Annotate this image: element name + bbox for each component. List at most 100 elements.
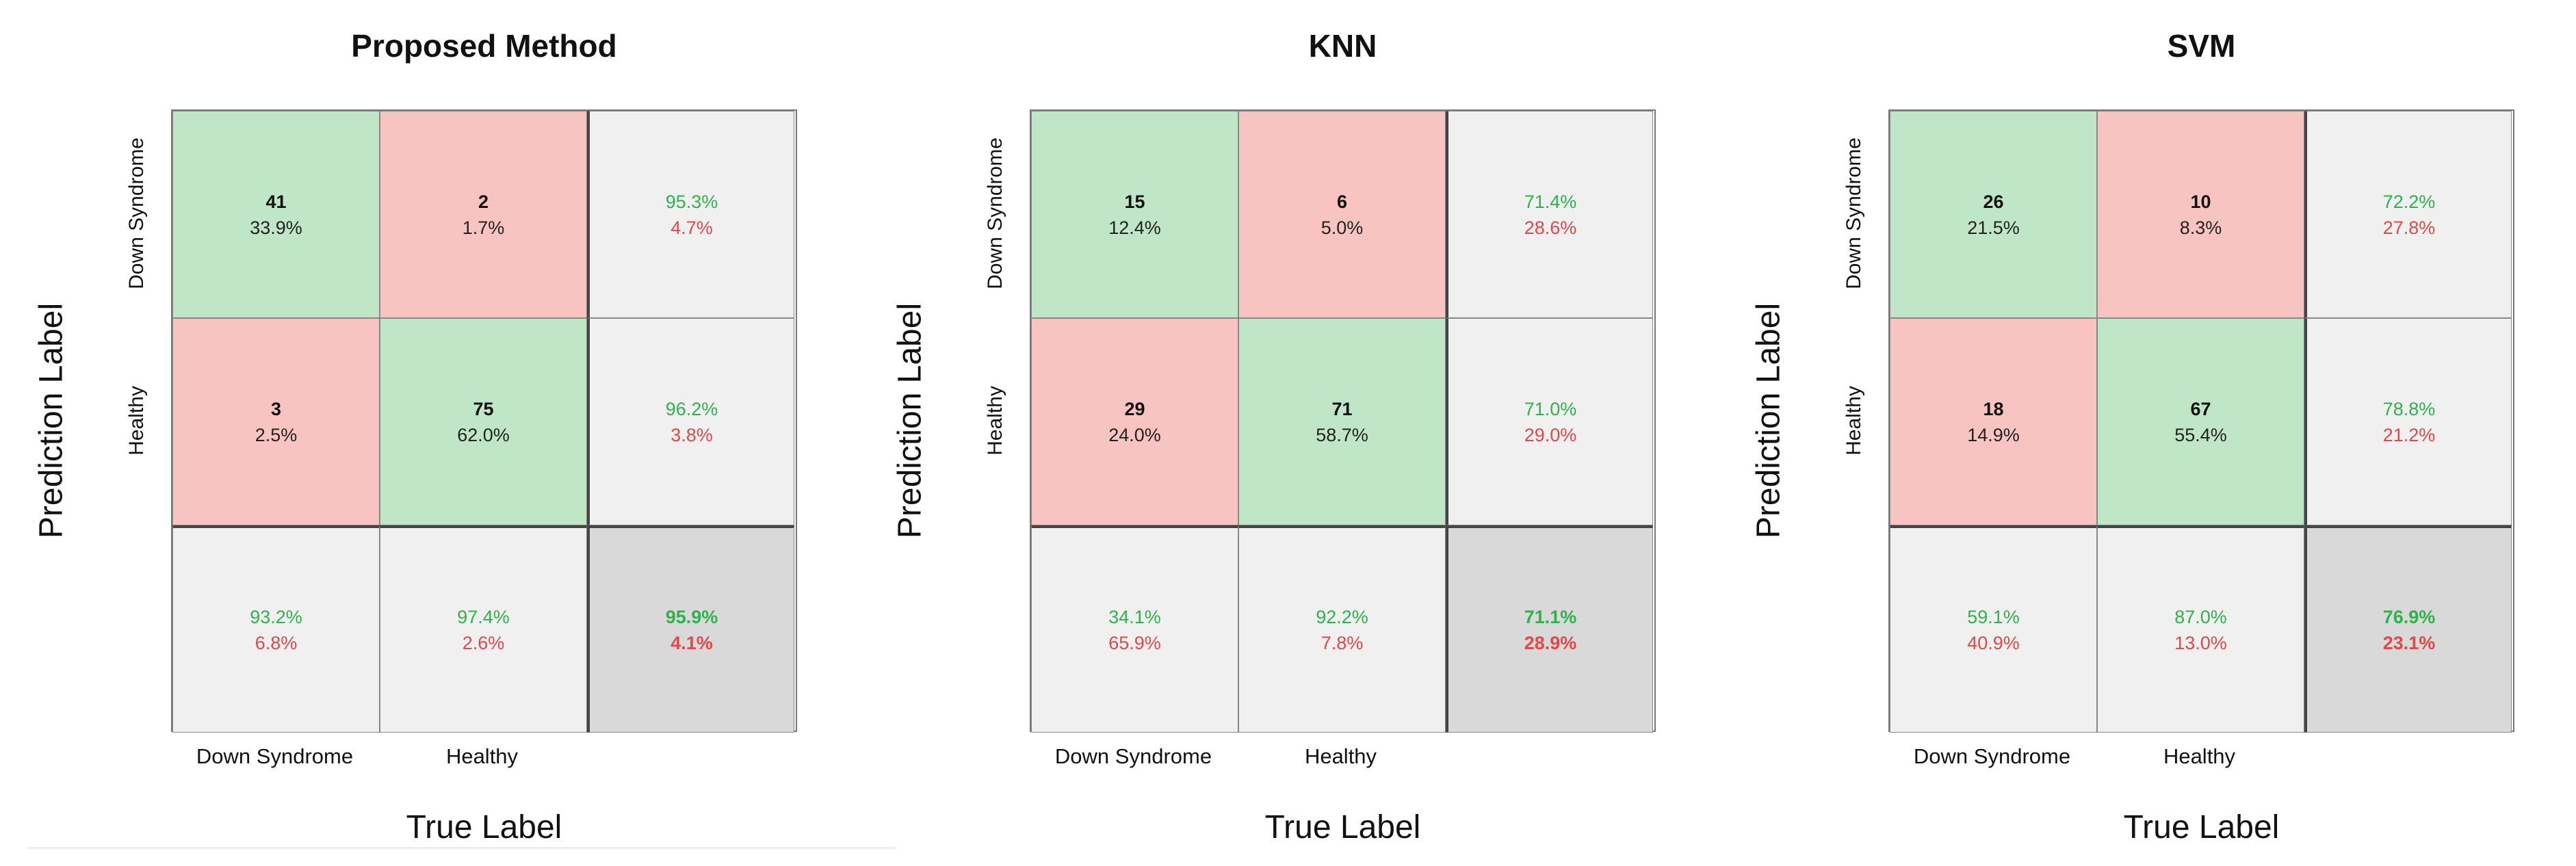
row-summary-cell: 71.4% 28.6% [1446, 111, 1653, 318]
cell-percent: 8.3% [2179, 217, 2222, 238]
column-tick-label: Healthy [1304, 744, 1377, 768]
row-tick-label-wrapper: Healthy [1830, 317, 1878, 524]
precision-incorrect: 3.8% [671, 424, 713, 445]
recall-correct: 34.1% [1108, 607, 1161, 627]
matrix-cell: 41 33.9% [172, 111, 380, 318]
recall-incorrect: 65.9% [1108, 633, 1161, 653]
precision-incorrect: 29.0% [1524, 424, 1577, 445]
recall-incorrect: 2.6% [462, 633, 505, 653]
matrix-cell: 71 58.7% [1238, 318, 1446, 525]
row-tick-label-wrapper: Down Syndrome [113, 109, 161, 317]
column-summary-cell: 92.2% 7.8% [1238, 525, 1446, 733]
y-axis-label: Prediction Label [1750, 302, 1787, 539]
column-summary-cell: 34.1% 65.9% [1031, 525, 1238, 733]
row-tick-label: Healthy [125, 385, 148, 456]
overall-correct: 71.1% [1524, 607, 1577, 627]
row-tick-label-wrapper: Down Syndrome [1830, 109, 1878, 317]
precision-correct: 78.8% [2382, 398, 2436, 419]
recall-correct: 93.2% [250, 607, 302, 627]
column-summary-cell: 93.2% 6.8% [172, 525, 380, 733]
row-tick-label: Down Syndrome [1843, 137, 1865, 289]
cell-count: 26 [1983, 191, 2004, 212]
column-tick-label: Healthy [445, 744, 519, 768]
column-summary-cell: 87.0% 13.0% [2097, 525, 2304, 733]
y-axis-label: Prediction Label [33, 302, 70, 539]
divider-line [27, 847, 896, 849]
precision-incorrect: 21.2% [2382, 424, 2436, 445]
overall-incorrect: 4.1% [671, 633, 713, 653]
precision-incorrect: 4.7% [671, 217, 713, 238]
matrix-cell: 2 1.7% [380, 111, 587, 318]
cell-count: 29 [1124, 398, 1145, 419]
row-summary-cell: 78.8% 21.2% [2304, 318, 2512, 525]
row-tick-label: Healthy [1843, 385, 1865, 456]
precision-correct: 71.0% [1524, 398, 1577, 419]
row-tick-label-wrapper: Down Syndrome [972, 109, 1019, 317]
recall-correct: 97.4% [457, 607, 510, 627]
column-tick-label: Healthy [2163, 744, 2236, 768]
cell-percent: 58.7% [1316, 424, 1368, 445]
y-axis-label-wrapper: Prediction Label [1745, 109, 1793, 732]
matrix-cell: 10 8.3% [2097, 111, 2304, 318]
precision-correct: 95.3% [665, 191, 718, 212]
column-summary-cell: 59.1% 40.9% [1890, 525, 2097, 733]
precision-incorrect: 28.6% [1524, 217, 1577, 238]
confusion-matrix-panel: SVM Prediction Label True Label Down Syndro… [1717, 0, 2576, 866]
row-tick-label-wrapper: Healthy [972, 317, 1019, 524]
row-summary-cell: 71.0% 29.0% [1446, 318, 1653, 525]
cell-count: 71 [1331, 398, 1353, 419]
overall-incorrect: 28.9% [1524, 633, 1577, 653]
column-tick-label: Down Syndrome [1913, 744, 2071, 768]
chart-title: KNN [1308, 28, 1377, 64]
column-tick-label: Down Syndrome [1054, 744, 1212, 768]
overall-correct: 76.9% [2382, 607, 2436, 627]
cell-percent: 1.7% [462, 217, 505, 238]
confusion-matrix-grid: 26 21.5% 10 8.3% 72.2% 27.8% 18 14.9% 67 55.4% 78.… [1888, 109, 2514, 733]
cell-percent: 21.5% [1967, 217, 2020, 238]
cell-percent: 24.0% [1108, 424, 1161, 445]
row-summary-cell: 96.2% 3.8% [587, 318, 794, 525]
row-tick-label: Down Syndrome [984, 137, 1006, 289]
cell-percent: 5.0% [1320, 217, 1364, 238]
matrix-cell: 75 62.0% [380, 318, 587, 525]
chart-title: SVM [2167, 28, 2236, 64]
recall-correct: 59.1% [1967, 607, 2020, 627]
column-tick-label: Down Syndrome [196, 744, 354, 768]
overall-accuracy-cell: 76.9% 23.1% [2304, 525, 2512, 733]
matrix-cell: 29 24.0% [1031, 318, 1238, 525]
cell-count: 15 [1124, 191, 1145, 212]
precision-correct: 71.4% [1524, 191, 1577, 212]
cell-percent: 55.4% [2174, 424, 2227, 445]
overall-correct: 95.9% [665, 607, 718, 627]
recall-incorrect: 40.9% [1967, 633, 2020, 653]
y-axis-label-wrapper: Prediction Label [886, 109, 934, 732]
x-axis-label: True Label [406, 809, 562, 845]
y-axis-label-wrapper: Prediction Label [27, 109, 75, 732]
chart-title: Proposed Method [351, 28, 617, 64]
column-summary-cell: 97.4% 2.6% [380, 525, 587, 733]
y-axis-label: Prediction Label [892, 302, 928, 539]
confusion-matrix-grid: 15 12.4% 6 5.0% 71.4% 28.6% 29 24.0% 71 58.7% 71.0… [1030, 109, 1656, 733]
matrix-cell: 18 14.9% [1890, 318, 2097, 525]
cell-count: 75 [473, 398, 494, 419]
matrix-cell: 3 2.5% [172, 318, 380, 525]
row-tick-label-wrapper: Healthy [113, 317, 161, 524]
cell-percent: 62.0% [457, 424, 510, 445]
cell-count: 67 [2190, 398, 2211, 419]
cell-percent: 2.5% [255, 424, 298, 445]
matrix-cell: 67 55.4% [2097, 318, 2304, 525]
recall-correct: 92.2% [1316, 607, 1368, 627]
precision-correct: 96.2% [665, 398, 718, 419]
cell-percent: 12.4% [1108, 217, 1161, 238]
row-summary-cell: 95.3% 4.7% [587, 111, 794, 318]
cell-count: 18 [1983, 398, 2004, 419]
cell-count: 41 [265, 191, 287, 212]
row-tick-label: Down Syndrome [125, 137, 148, 289]
cell-count: 10 [2190, 191, 2211, 212]
precision-incorrect: 27.8% [2382, 217, 2436, 238]
recall-incorrect: 6.8% [255, 633, 298, 653]
cell-percent: 33.9% [250, 217, 302, 238]
overall-accuracy-cell: 95.9% 4.1% [587, 525, 794, 733]
recall-correct: 87.0% [2174, 607, 2227, 627]
cell-percent: 14.9% [1967, 424, 2020, 445]
